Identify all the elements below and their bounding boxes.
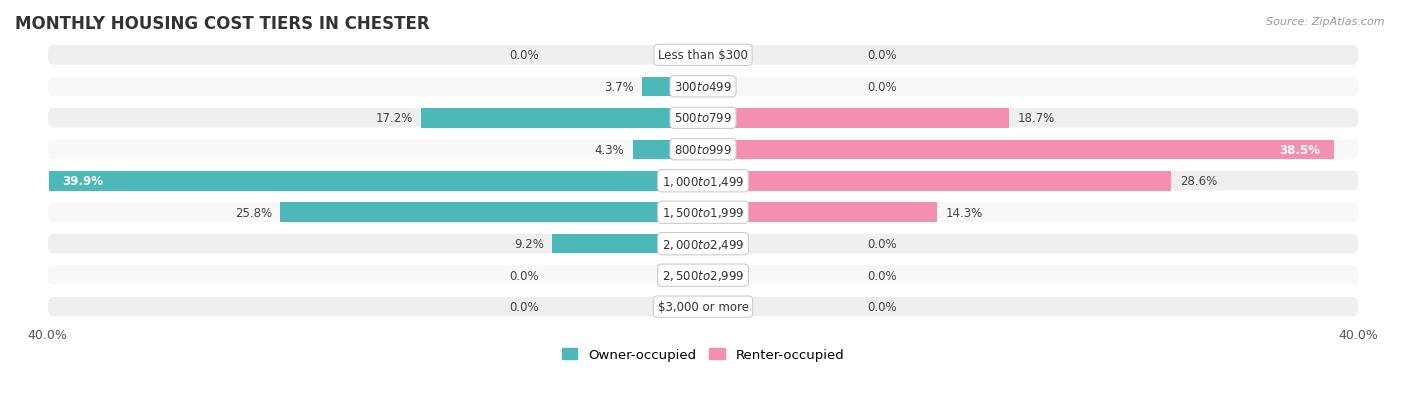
Text: 0.0%: 0.0% (509, 269, 538, 282)
Text: 0.0%: 0.0% (509, 300, 538, 313)
FancyBboxPatch shape (48, 203, 1358, 223)
Text: 4.3%: 4.3% (595, 143, 624, 157)
Text: 0.0%: 0.0% (868, 269, 897, 282)
Bar (643, 77, 703, 97)
Text: MONTHLY HOUSING COST TIERS IN CHESTER: MONTHLY HOUSING COST TIERS IN CHESTER (15, 15, 430, 33)
Bar (703, 203, 938, 223)
FancyBboxPatch shape (48, 266, 1358, 285)
Text: 25.8%: 25.8% (235, 206, 273, 219)
FancyBboxPatch shape (48, 297, 1358, 317)
FancyBboxPatch shape (48, 234, 1358, 254)
Text: 38.5%: 38.5% (1279, 143, 1320, 157)
Bar (280, 203, 703, 223)
Text: 0.0%: 0.0% (868, 300, 897, 313)
Text: Source: ZipAtlas.com: Source: ZipAtlas.com (1267, 17, 1385, 26)
Text: $300 to $499: $300 to $499 (673, 81, 733, 94)
Text: 9.2%: 9.2% (515, 237, 544, 251)
Bar (703, 140, 1334, 160)
Text: 0.0%: 0.0% (509, 49, 538, 62)
Bar (422, 109, 703, 128)
FancyBboxPatch shape (48, 140, 1358, 160)
Text: 0.0%: 0.0% (868, 237, 897, 251)
Text: 3.7%: 3.7% (605, 81, 634, 94)
Text: 39.9%: 39.9% (62, 175, 104, 188)
Bar (49, 171, 703, 191)
Text: 17.2%: 17.2% (375, 112, 413, 125)
Text: $1,000 to $1,499: $1,000 to $1,499 (662, 174, 744, 188)
FancyBboxPatch shape (48, 77, 1358, 97)
Text: 0.0%: 0.0% (868, 81, 897, 94)
Legend: Owner-occupied, Renter-occupied: Owner-occupied, Renter-occupied (557, 343, 849, 367)
Bar (703, 171, 1171, 191)
Text: $2,000 to $2,499: $2,000 to $2,499 (662, 237, 744, 251)
Text: $2,500 to $2,999: $2,500 to $2,999 (662, 268, 744, 282)
Bar (633, 140, 703, 160)
FancyBboxPatch shape (48, 109, 1358, 128)
Text: 28.6%: 28.6% (1180, 175, 1218, 188)
FancyBboxPatch shape (48, 171, 1358, 191)
Bar (553, 234, 703, 254)
Text: $800 to $999: $800 to $999 (673, 143, 733, 157)
Text: Less than $300: Less than $300 (658, 49, 748, 62)
Text: 14.3%: 14.3% (945, 206, 983, 219)
Text: $1,500 to $1,999: $1,500 to $1,999 (662, 206, 744, 220)
Text: 0.0%: 0.0% (868, 49, 897, 62)
Text: $3,000 or more: $3,000 or more (658, 300, 748, 313)
FancyBboxPatch shape (48, 46, 1358, 65)
Text: $500 to $799: $500 to $799 (673, 112, 733, 125)
Text: 18.7%: 18.7% (1018, 112, 1054, 125)
Bar (703, 109, 1010, 128)
